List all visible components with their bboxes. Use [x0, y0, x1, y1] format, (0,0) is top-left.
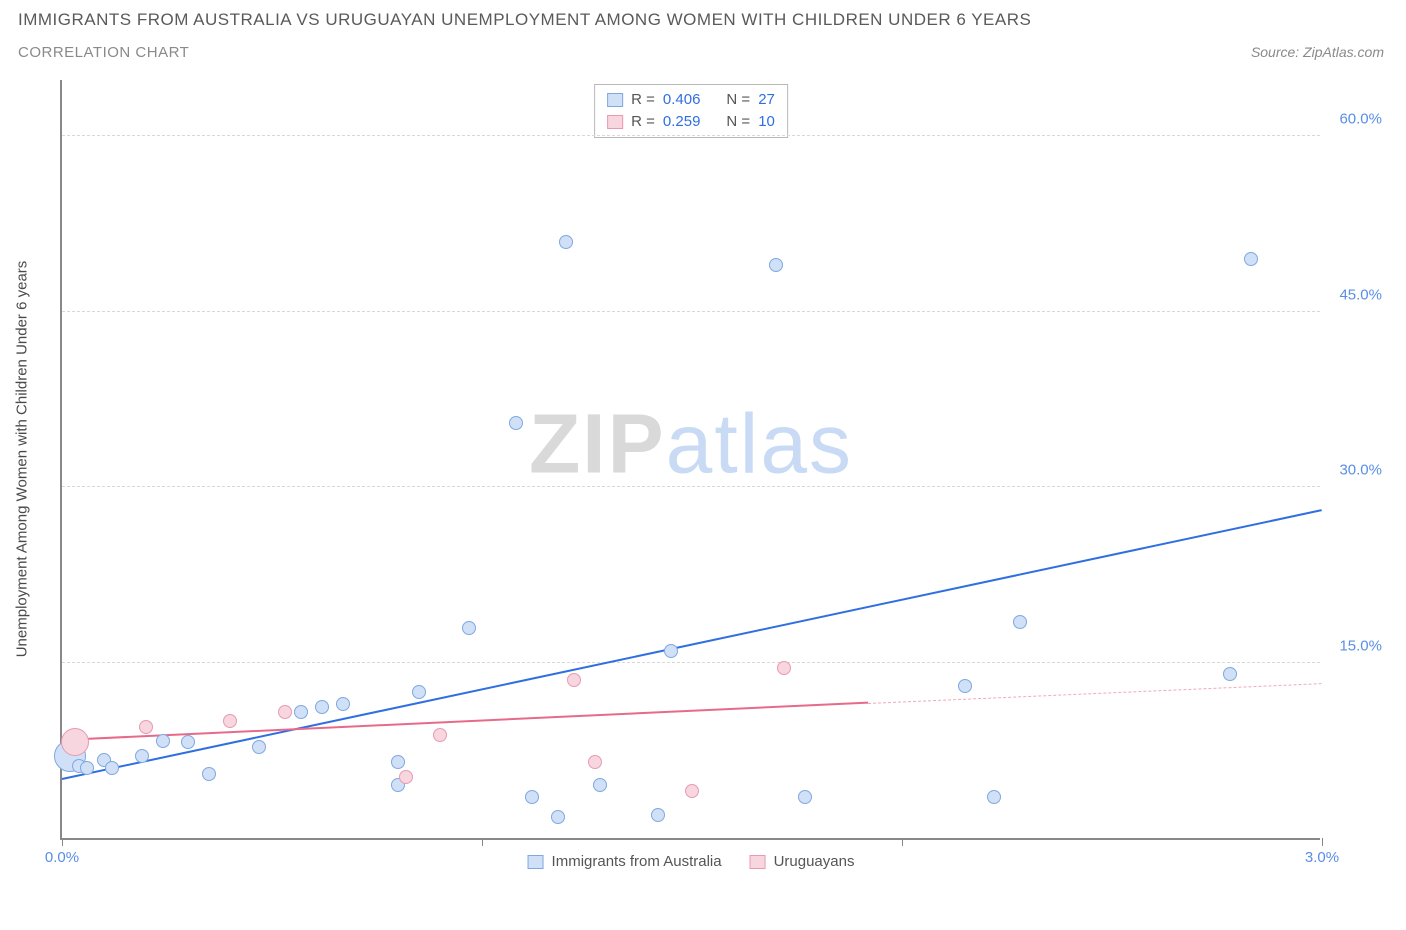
y-tick-label: 15.0%: [1339, 637, 1382, 654]
data-point: [664, 644, 678, 658]
data-point: [391, 755, 405, 769]
legend-n-value: 27: [758, 89, 775, 111]
legend-r-value: 0.259: [663, 111, 701, 133]
series-legend-label: Uruguayans: [774, 853, 855, 870]
watermark-zip: ZIP: [529, 396, 666, 490]
data-point: [651, 808, 665, 822]
watermark-atlas: atlas: [666, 396, 853, 490]
trend-line: [868, 683, 1322, 704]
data-point: [559, 235, 573, 249]
legend-r-label: R =: [631, 111, 655, 133]
legend-n-label: N =: [726, 89, 750, 111]
data-point: [525, 790, 539, 804]
data-point: [433, 728, 447, 742]
legend-swatch: [750, 855, 766, 869]
legend-swatch: [607, 93, 623, 107]
stats-legend-row: R = 0.259 N = 10: [607, 111, 775, 133]
data-point: [509, 416, 523, 430]
data-point: [769, 258, 783, 272]
data-point: [777, 661, 791, 675]
data-point: [80, 761, 94, 775]
data-point: [1223, 667, 1237, 681]
y-axis-title: Unemployment Among Women with Children U…: [14, 261, 31, 658]
legend-n-value: 10: [758, 111, 775, 133]
y-tick-label: 30.0%: [1339, 462, 1382, 479]
gridline: [62, 135, 1320, 136]
data-point: [181, 735, 195, 749]
data-point: [588, 755, 602, 769]
legend-swatch: [528, 855, 544, 869]
x-tick: [902, 838, 903, 846]
data-point: [156, 734, 170, 748]
gridline: [62, 486, 1320, 487]
data-point: [336, 697, 350, 711]
data-point: [105, 761, 119, 775]
data-point: [399, 770, 413, 784]
series-legend-item: Uruguayans: [750, 853, 855, 870]
series-legend-label: Immigrants from Australia: [552, 853, 722, 870]
stats-legend-row: R = 0.406 N = 27: [607, 89, 775, 111]
gridline: [62, 662, 1320, 663]
data-point: [1013, 615, 1027, 629]
data-point: [593, 778, 607, 792]
y-tick-label: 45.0%: [1339, 286, 1382, 303]
data-point: [278, 705, 292, 719]
data-point: [958, 679, 972, 693]
plot-area: Unemployment Among Women with Children U…: [60, 80, 1320, 840]
data-point: [139, 720, 153, 734]
x-tick: [62, 838, 63, 846]
data-point: [315, 700, 329, 714]
x-tick-label: 0.0%: [45, 849, 79, 866]
data-point: [462, 621, 476, 635]
data-point: [135, 749, 149, 763]
series-legend: Immigrants from Australia Uruguayans: [528, 853, 855, 870]
data-point: [294, 705, 308, 719]
x-tick: [482, 838, 483, 846]
data-point: [202, 767, 216, 781]
series-legend-item: Immigrants from Australia: [528, 853, 722, 870]
trend-line: [62, 702, 868, 741]
data-point: [223, 714, 237, 728]
legend-swatch: [607, 115, 623, 129]
x-tick-label: 3.0%: [1305, 849, 1339, 866]
x-tick: [1322, 838, 1323, 846]
data-point: [252, 740, 266, 754]
data-point: [1244, 252, 1258, 266]
stats-legend: R = 0.406 N = 27 R = 0.259 N = 10: [594, 84, 788, 138]
legend-r-label: R =: [631, 89, 655, 111]
trend-line: [62, 509, 1322, 780]
data-point: [798, 790, 812, 804]
chart-title: IMMIGRANTS FROM AUSTRALIA VS URUGUAYAN U…: [18, 10, 1031, 30]
legend-r-value: 0.406: [663, 89, 701, 111]
data-point: [61, 728, 89, 756]
source-label: Source: ZipAtlas.com: [1251, 44, 1384, 60]
chart-subtitle: CORRELATION CHART: [18, 44, 189, 61]
data-point: [412, 685, 426, 699]
data-point: [551, 810, 565, 824]
data-point: [987, 790, 1001, 804]
watermark: ZIPatlas: [529, 395, 853, 492]
gridline: [62, 311, 1320, 312]
data-point: [685, 784, 699, 798]
legend-n-label: N =: [726, 111, 750, 133]
y-tick-label: 60.0%: [1339, 111, 1382, 128]
data-point: [567, 673, 581, 687]
